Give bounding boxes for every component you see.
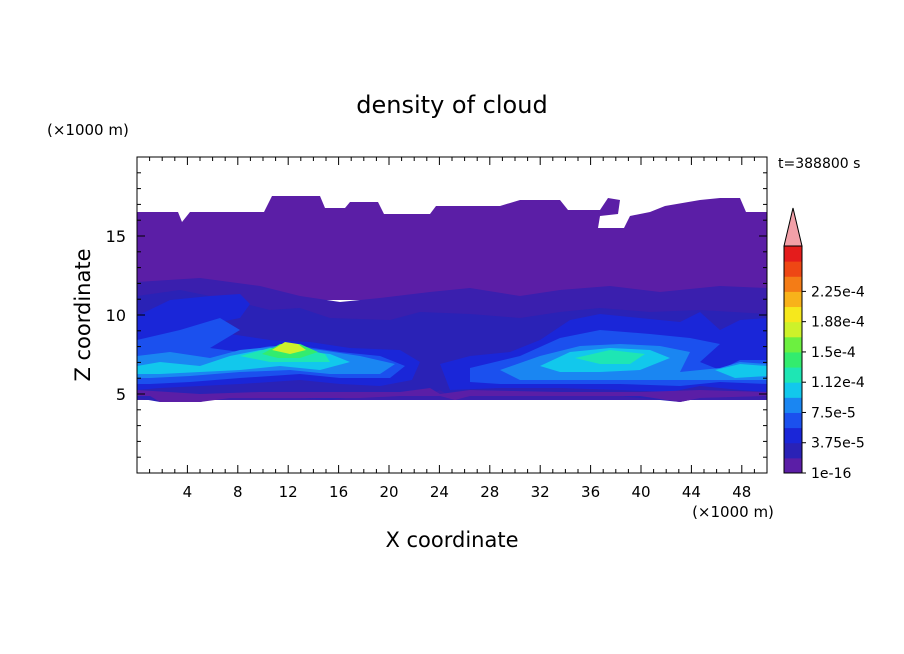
colorbar-extend-arrow — [783, 207, 803, 247]
density-field — [137, 196, 767, 402]
x-tick-label: 12 — [279, 483, 298, 501]
x-tick-label: 8 — [233, 483, 243, 501]
colorbar-label: 1.88e-4 — [811, 315, 865, 331]
colorbar-label: 1e-16 — [811, 466, 851, 482]
x-tick-label: 28 — [480, 483, 499, 501]
colorbar-swatch — [784, 397, 802, 413]
colorbar-swatch — [784, 457, 802, 474]
y-tick-label: 5 — [116, 385, 126, 404]
colorbar-swatch — [784, 382, 802, 398]
x-axis-ticks: 4 8 12 16 20 24 28 32 36 40 44 48 — [149, 157, 755, 501]
colorbar-swatch — [784, 412, 802, 429]
x-tick-label: 16 — [329, 483, 348, 501]
colorbar-swatch — [784, 276, 802, 292]
colorbar-swatch — [784, 427, 802, 444]
x-tick-label: 4 — [183, 483, 193, 501]
colorbar-swatch — [784, 367, 802, 383]
colorbar-swatch — [784, 351, 802, 368]
x-axis-label: X coordinate — [385, 528, 518, 552]
colorbar-swatch — [784, 261, 802, 277]
colorbar-swatch — [784, 321, 802, 338]
y-axis-label: Z coordinate — [71, 248, 95, 381]
x-tick-label: 36 — [581, 483, 600, 501]
x-tick-label: 32 — [531, 483, 550, 501]
colorbar-label: 7.5e-5 — [811, 405, 856, 421]
chart-title: density of cloud — [356, 91, 547, 119]
y-tick-label: 15 — [106, 227, 126, 246]
colorbar-frame — [783, 245, 803, 474]
y-tick-label: 10 — [106, 306, 126, 325]
x-tick-label: 20 — [379, 483, 398, 501]
cloud-bottom-rim — [137, 388, 767, 402]
colorbar-swatch — [784, 291, 802, 308]
colorbar-swatch — [784, 336, 802, 353]
colorbar-label: 3.75e-5 — [811, 436, 865, 452]
colorbar-swatch — [784, 306, 802, 323]
x-tick-label: 24 — [430, 483, 449, 501]
time-label: t=388800 s — [778, 156, 860, 172]
x-tick-label: 40 — [631, 483, 650, 501]
cloud-core-aqua-right — [575, 350, 645, 364]
colorbar-label: 1.12e-4 — [811, 375, 865, 391]
colorbar-label: 2.25e-4 — [811, 284, 865, 300]
colorbar-swatch — [784, 246, 802, 262]
colorbar-swatch — [784, 442, 802, 459]
cloud-core-cyan-edge — [715, 364, 767, 378]
y-axis-ticks: 5 10 15 — [106, 172, 767, 458]
cloud-upper-region — [137, 196, 767, 300]
x-tick-label: 48 — [732, 483, 751, 501]
x-tick-label: 44 — [682, 483, 701, 501]
y-unit-label: (×1000 m) — [47, 121, 129, 139]
cloud-peak-lime — [272, 342, 306, 354]
colorbar-label: 1.5e-4 — [811, 345, 856, 361]
x-unit-label: (×1000 m) — [692, 503, 774, 521]
colorbar: 1e-16 3.75e-5 7.5e-5 1.12e-4 1.5e-4 1.88e-4 2.… — [783, 207, 865, 482]
